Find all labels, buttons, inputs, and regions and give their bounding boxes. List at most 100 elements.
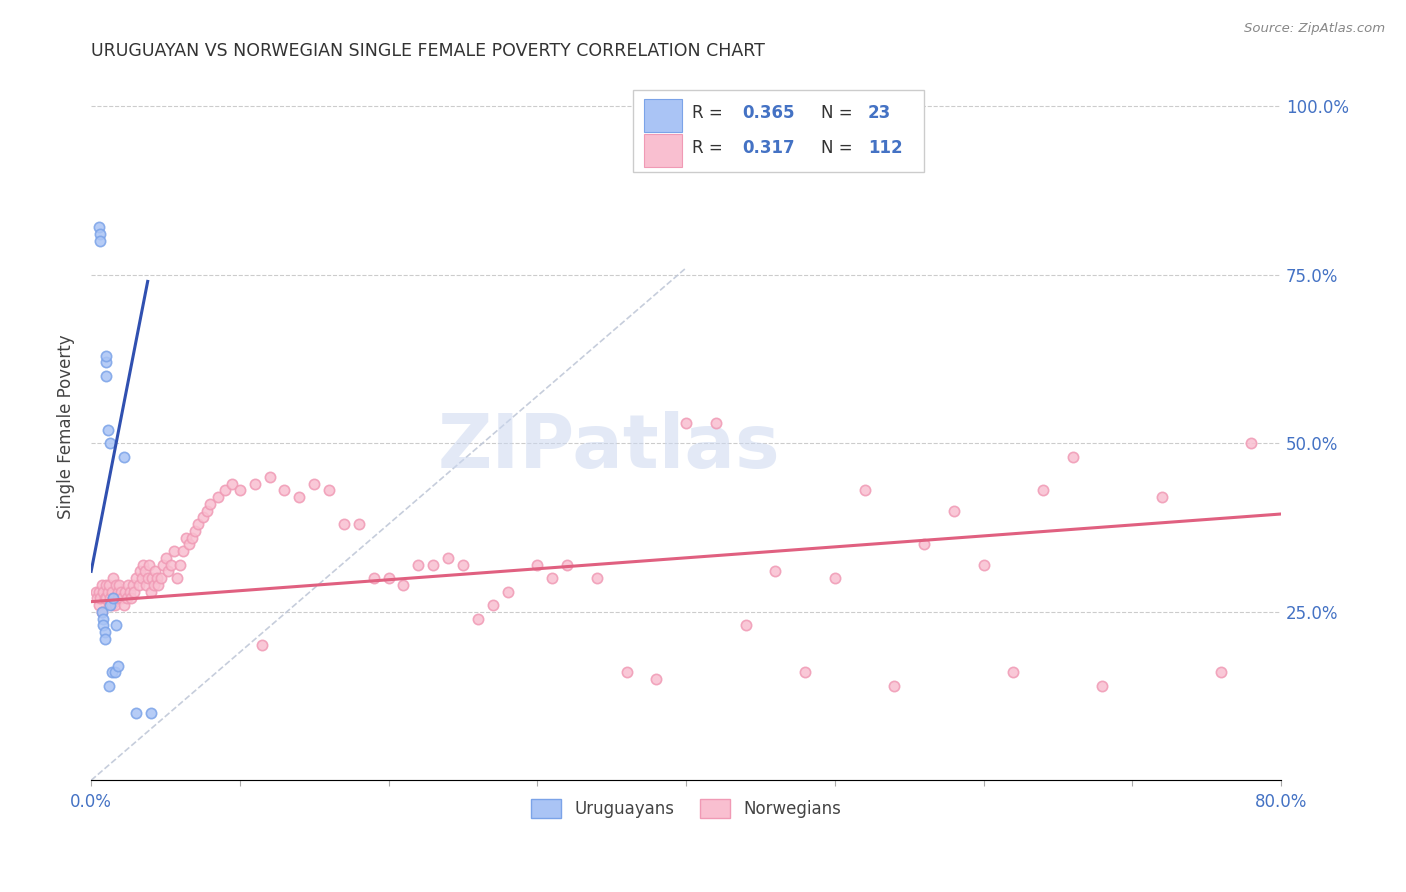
Point (160, 558, 183, 572)
Point (184, 524, 207, 538)
Point (103, 591, 125, 606)
Point (112, 598, 135, 612)
Point (142, 578, 165, 592)
Point (129, 564, 152, 578)
Text: 0.317: 0.317 (742, 139, 794, 157)
Point (172, 544, 194, 558)
FancyBboxPatch shape (633, 90, 924, 171)
Point (734, 618, 756, 632)
Point (121, 578, 143, 592)
Point (973, 558, 995, 572)
Point (107, 584, 129, 599)
Text: R =: R = (692, 103, 728, 122)
Y-axis label: Single Female Poverty: Single Female Poverty (58, 334, 75, 518)
Point (94, 591, 117, 606)
Point (157, 564, 180, 578)
Point (912, 537, 935, 551)
Point (100, 436, 122, 450)
Point (90, 605, 112, 619)
Point (451, 558, 474, 572)
Point (526, 558, 548, 572)
Point (84, 584, 107, 599)
Point (138, 558, 160, 572)
Point (392, 578, 415, 592)
Point (198, 497, 221, 511)
Point (87, 598, 110, 612)
Text: ZIPatlas: ZIPatlas (437, 411, 780, 484)
Point (125, 571, 148, 585)
Point (111, 591, 134, 606)
Point (318, 483, 340, 498)
Point (101, 598, 124, 612)
Text: URUGUAYAN VS NORWEGIAN SINGLE FEMALE POVERTY CORRELATION CHART: URUGUAYAN VS NORWEGIAN SINGLE FEMALE POV… (91, 42, 765, 60)
Point (181, 531, 204, 545)
Point (135, 578, 157, 592)
Text: Source: ZipAtlas.com: Source: ZipAtlas.com (1244, 22, 1385, 36)
Point (250, 639, 273, 653)
Point (94, 368, 117, 383)
Point (541, 571, 564, 585)
Point (347, 517, 370, 532)
Text: N =: N = (821, 139, 858, 157)
Point (120, 591, 142, 606)
Point (408, 558, 430, 572)
Point (115, 591, 138, 606)
Point (141, 571, 163, 585)
Point (90, 578, 112, 592)
Point (794, 665, 817, 680)
Point (214, 483, 236, 498)
Point (1032, 483, 1054, 498)
Point (112, 450, 135, 464)
Point (94, 355, 117, 369)
Point (136, 571, 159, 585)
Point (143, 564, 166, 578)
Point (96, 423, 118, 437)
Point (107, 658, 129, 673)
Point (93, 632, 115, 646)
Point (105, 578, 128, 592)
FancyBboxPatch shape (644, 135, 682, 168)
Point (555, 558, 578, 572)
Point (333, 517, 356, 532)
Point (134, 564, 156, 578)
Point (87, 584, 110, 599)
Point (273, 483, 295, 498)
Point (853, 483, 876, 498)
Point (422, 558, 444, 572)
Point (169, 558, 191, 572)
Point (221, 476, 243, 491)
Point (139, 584, 162, 599)
Point (207, 490, 229, 504)
Point (437, 550, 460, 565)
Point (94, 349, 117, 363)
Point (131, 571, 153, 585)
Point (90, 605, 112, 619)
Point (616, 665, 638, 680)
Point (128, 578, 150, 592)
Point (110, 584, 132, 599)
Point (93, 591, 115, 606)
Point (155, 550, 177, 565)
Point (288, 490, 311, 504)
Point (824, 571, 846, 585)
Text: 0.365: 0.365 (742, 103, 794, 122)
Text: N =: N = (821, 103, 858, 122)
Point (101, 584, 124, 599)
Point (100, 591, 122, 606)
Point (124, 584, 146, 599)
Point (103, 591, 125, 606)
Point (125, 706, 148, 720)
Point (91, 618, 114, 632)
Point (107, 591, 129, 606)
Point (191, 510, 214, 524)
Point (100, 598, 122, 612)
Point (96, 584, 118, 599)
Point (481, 598, 503, 612)
Point (91, 584, 114, 599)
Point (1150, 490, 1173, 504)
Point (152, 558, 174, 572)
FancyBboxPatch shape (644, 99, 682, 132)
Point (1062, 450, 1084, 464)
Point (117, 578, 139, 592)
Point (363, 571, 385, 585)
